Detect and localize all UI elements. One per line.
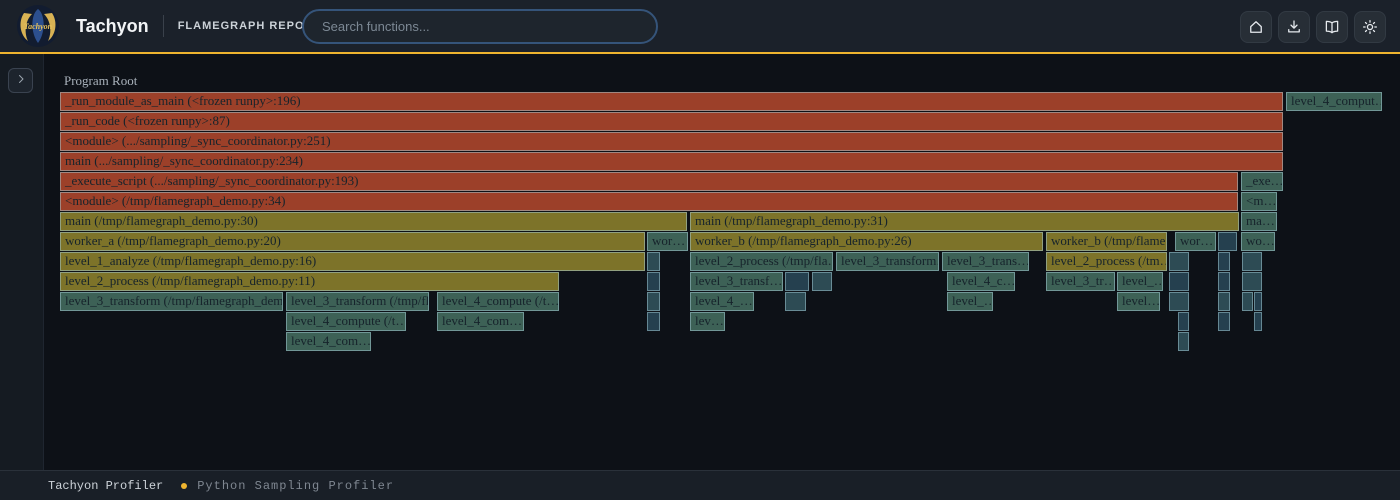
flame-bar[interactable]: <module> (/tmp/flamegraph_demo.py:34) — [60, 192, 1238, 211]
flame-bar[interactable] — [647, 272, 660, 291]
flame-bar[interactable]: level_3_tr… — [1046, 272, 1115, 291]
sun-icon — [1362, 19, 1378, 35]
flamegraph: Program Root _run_module_as_main (<froze… — [44, 54, 1400, 470]
flame-bar[interactable]: level_2_process (/tm… — [1046, 252, 1167, 271]
flame-bar[interactable]: level_3_transf… — [690, 272, 783, 291]
app-header: Tachyon Tachyon FLAMEGRAPH REPORT — [0, 0, 1400, 54]
flame-bar[interactable] — [1178, 332, 1189, 351]
home-icon — [1250, 21, 1262, 33]
search-input[interactable] — [302, 9, 658, 44]
flame-bar[interactable]: main (/tmp/flamegraph_demo.py:30) — [60, 212, 687, 231]
flame-bar[interactable]: level_4_compute (/t… — [286, 312, 406, 331]
flame-bar[interactable]: _execute_script (.../sampling/_sync_coor… — [60, 172, 1238, 191]
flame-bar[interactable]: worker_b (/tmp/flame… — [1046, 232, 1167, 251]
flame-bar[interactable]: wo… — [1241, 232, 1275, 251]
main-area: Program Root _run_module_as_main (<froze… — [44, 54, 1400, 470]
flame-bar[interactable] — [785, 272, 809, 291]
app-title: Tachyon — [76, 15, 149, 36]
flame-bar[interactable]: level_2_process (/tmp/flamegraph_demo.py… — [60, 272, 559, 291]
flame-bar[interactable] — [1178, 312, 1189, 331]
flame-bar[interactable]: level… — [1117, 292, 1160, 311]
app-logo-icon: Tachyon — [17, 5, 59, 47]
sidebar-expand-button[interactable] — [8, 68, 33, 93]
flame-bar[interactable] — [647, 252, 660, 271]
sidebar — [0, 54, 44, 470]
flame-bar[interactable] — [1218, 252, 1230, 271]
flame-bar[interactable] — [1218, 312, 1230, 331]
flame-bar[interactable]: lev… — [690, 312, 725, 331]
flame-bar[interactable]: worker_b (/tmp/flamegraph_demo.py:26) — [690, 232, 1043, 251]
flame-bar[interactable]: main (/tmp/flamegraph_demo.py:31) — [690, 212, 1239, 231]
flame-bar[interactable] — [1218, 232, 1237, 251]
flame-bar[interactable]: main (.../sampling/_sync_coordinator.py:… — [60, 152, 1283, 171]
title-separator — [162, 15, 164, 37]
flame-bar[interactable] — [812, 272, 832, 291]
flame-bar[interactable] — [1254, 312, 1262, 331]
flame-bar[interactable]: level_3_trans… — [942, 252, 1029, 271]
flame-bar[interactable] — [1169, 272, 1189, 291]
flame-bar[interactable]: ma… — [1241, 212, 1277, 231]
download-icon — [1288, 20, 1300, 33]
docs-button[interactable] — [1316, 11, 1348, 43]
flame-bar[interactable]: _run_code (<frozen runpy>:87) — [60, 112, 1283, 131]
flame-bar[interactable]: level_4_com… — [286, 332, 371, 351]
status-bar: Tachyon Profiler Python Sampling Profile… — [0, 470, 1400, 500]
flame-bar[interactable]: level_2_process (/tmp/fla… — [690, 252, 833, 271]
home-button[interactable] — [1240, 11, 1272, 43]
flame-bar[interactable]: level_3_transform (/tmp/fl… — [286, 292, 429, 311]
flame-bar[interactable] — [1254, 292, 1262, 311]
chevron-right-icon — [18, 75, 23, 83]
flame-bar[interactable]: level_4_comput… — [1286, 92, 1382, 111]
status-dot-icon — [181, 482, 188, 489]
flame-bar[interactable]: level_4_… — [690, 292, 754, 311]
flame-bar[interactable]: level_1_analyze (/tmp/flamegraph_demo.py… — [60, 252, 645, 271]
svg-text:Tachyon: Tachyon — [24, 22, 53, 31]
status-app-name: Tachyon Profiler — [48, 478, 164, 493]
theme-button[interactable] — [1354, 11, 1386, 43]
flame-bar[interactable] — [1242, 272, 1262, 291]
flame-bar[interactable]: wor… — [1175, 232, 1216, 251]
flame-bar[interactable]: <m… — [1241, 192, 1277, 211]
flame-bar[interactable]: level_… — [1117, 272, 1163, 291]
flame-bar[interactable]: level_3_transform… — [836, 252, 939, 271]
download-button[interactable] — [1278, 11, 1310, 43]
flamegraph-root-label: Program Root — [64, 73, 138, 88]
flame-bar[interactable]: worker_a (/tmp/flamegraph_demo.py:20) — [60, 232, 645, 251]
flame-bar[interactable] — [1242, 252, 1262, 271]
header-actions — [1240, 11, 1386, 43]
flame-bar[interactable] — [647, 312, 660, 331]
flame-bar[interactable]: level_4_compute (/t… — [437, 292, 559, 311]
flame-bar[interactable] — [1218, 272, 1230, 291]
flame-bar[interactable]: _exe… — [1241, 172, 1283, 191]
book-icon — [1325, 20, 1339, 34]
flame-bar[interactable]: <module> (.../sampling/_sync_coordinator… — [60, 132, 1283, 151]
flame-bar[interactable]: wor… — [647, 232, 688, 251]
flame-bar[interactable] — [1218, 292, 1230, 311]
flame-bar[interactable]: level_4_com… — [437, 312, 524, 331]
flame-bar[interactable]: _run_module_as_main (<frozen runpy>:196) — [60, 92, 1283, 111]
flame-bar[interactable] — [785, 292, 806, 311]
report-type-label: FLAMEGRAPH REPORT — [177, 20, 322, 32]
flame-bar[interactable] — [647, 292, 660, 311]
flame-bar[interactable] — [1242, 292, 1253, 311]
flame-bar[interactable] — [1169, 292, 1189, 311]
flame-bar[interactable]: level_… — [947, 292, 993, 311]
flame-bar[interactable]: level_4_c… — [947, 272, 1015, 291]
status-profiler-type: Python Sampling Profiler — [197, 478, 395, 493]
flame-bar[interactable] — [1169, 252, 1189, 271]
flame-bar[interactable]: level_3_transform (/tmp/flamegraph_dem… — [60, 292, 283, 311]
